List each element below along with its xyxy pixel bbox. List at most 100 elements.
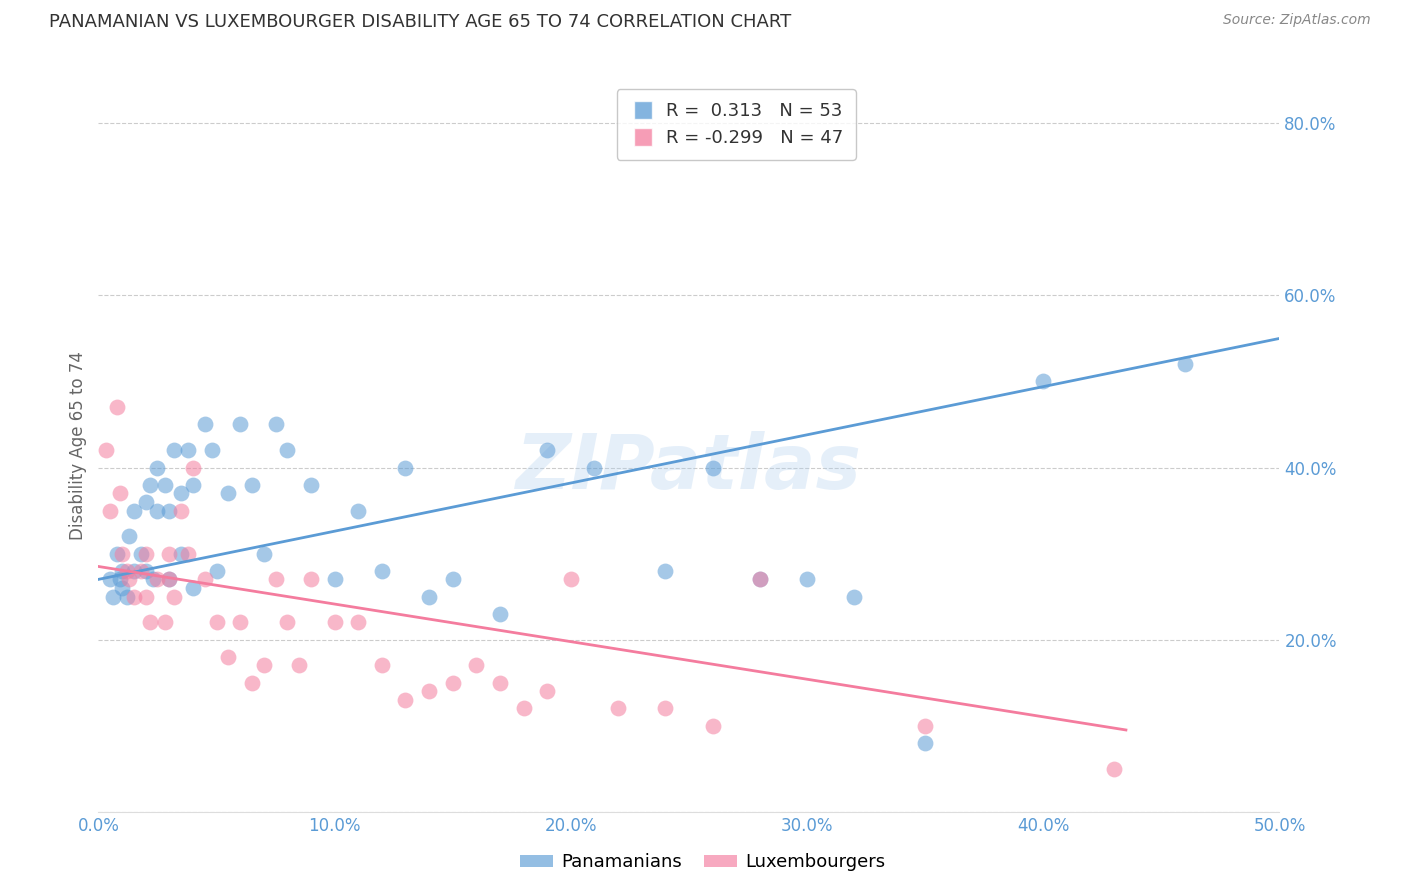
Point <box>748 573 770 587</box>
Point <box>229 417 252 432</box>
Point <box>394 693 416 707</box>
Point <box>583 460 606 475</box>
Point <box>201 443 224 458</box>
Point <box>512 701 534 715</box>
Point <box>276 615 298 630</box>
Point <box>153 615 176 630</box>
Point <box>536 443 558 458</box>
Point <box>914 736 936 750</box>
Point <box>157 547 180 561</box>
Point <box>1102 762 1125 776</box>
Point <box>418 590 440 604</box>
Point <box>108 573 131 587</box>
Point <box>536 684 558 698</box>
Point <box>914 719 936 733</box>
Point <box>441 573 464 587</box>
Point <box>288 658 311 673</box>
Point <box>229 615 252 630</box>
Point <box>253 658 276 673</box>
Point <box>217 486 239 500</box>
Point <box>465 658 488 673</box>
Point <box>607 701 630 715</box>
Point <box>157 573 180 587</box>
Point <box>111 581 134 595</box>
Point <box>146 573 169 587</box>
Point <box>181 477 204 491</box>
Point <box>170 486 193 500</box>
Point <box>323 615 346 630</box>
Point <box>157 503 180 517</box>
Point <box>347 503 370 517</box>
Point <box>94 443 117 458</box>
Point <box>111 547 134 561</box>
Point <box>1032 375 1054 389</box>
Point <box>146 460 169 475</box>
Point <box>139 477 162 491</box>
Point <box>654 701 676 715</box>
Point <box>264 417 287 432</box>
Point <box>194 573 217 587</box>
Point <box>299 573 322 587</box>
Y-axis label: Disability Age 65 to 74: Disability Age 65 to 74 <box>69 351 87 541</box>
Point <box>98 573 121 587</box>
Point <box>108 486 131 500</box>
Point <box>98 503 121 517</box>
Point <box>489 607 512 621</box>
Point <box>118 529 141 543</box>
Point <box>163 590 186 604</box>
Point <box>101 590 124 604</box>
Text: ZIPatlas: ZIPatlas <box>516 431 862 505</box>
Point <box>194 417 217 432</box>
Point <box>299 477 322 491</box>
Point <box>115 564 138 578</box>
Point <box>240 477 263 491</box>
Point <box>105 547 128 561</box>
Point <box>205 564 228 578</box>
Point <box>441 675 464 690</box>
Point <box>654 564 676 578</box>
Point <box>170 547 193 561</box>
Point <box>135 495 157 509</box>
Point <box>371 564 394 578</box>
Point <box>394 460 416 475</box>
Point <box>146 503 169 517</box>
Point <box>844 590 866 604</box>
Point <box>163 443 186 458</box>
Legend: Panamanians, Luxembourgers: Panamanians, Luxembourgers <box>513 847 893 879</box>
Point <box>115 590 138 604</box>
Point <box>253 547 276 561</box>
Point <box>129 547 152 561</box>
Point <box>181 581 204 595</box>
Point <box>153 477 176 491</box>
Point <box>177 443 200 458</box>
Point <box>702 460 724 475</box>
Point <box>702 719 724 733</box>
Point <box>1174 357 1197 371</box>
Point <box>139 615 162 630</box>
Point <box>323 573 346 587</box>
Point <box>135 547 157 561</box>
Point <box>118 573 141 587</box>
Point <box>418 684 440 698</box>
Point <box>264 573 287 587</box>
Point <box>135 590 157 604</box>
Point <box>122 564 145 578</box>
Point <box>122 590 145 604</box>
Point <box>129 564 152 578</box>
Point <box>142 573 165 587</box>
Legend: R =  0.313   N = 53, R = -0.299   N = 47: R = 0.313 N = 53, R = -0.299 N = 47 <box>617 89 855 160</box>
Point <box>205 615 228 630</box>
Point <box>240 675 263 690</box>
Point <box>217 649 239 664</box>
Point <box>177 547 200 561</box>
Point <box>560 573 582 587</box>
Point <box>170 503 193 517</box>
Point <box>347 615 370 630</box>
Point <box>371 658 394 673</box>
Point <box>111 564 134 578</box>
Text: Source: ZipAtlas.com: Source: ZipAtlas.com <box>1223 13 1371 28</box>
Point <box>181 460 204 475</box>
Point <box>157 573 180 587</box>
Point <box>105 401 128 415</box>
Point <box>489 675 512 690</box>
